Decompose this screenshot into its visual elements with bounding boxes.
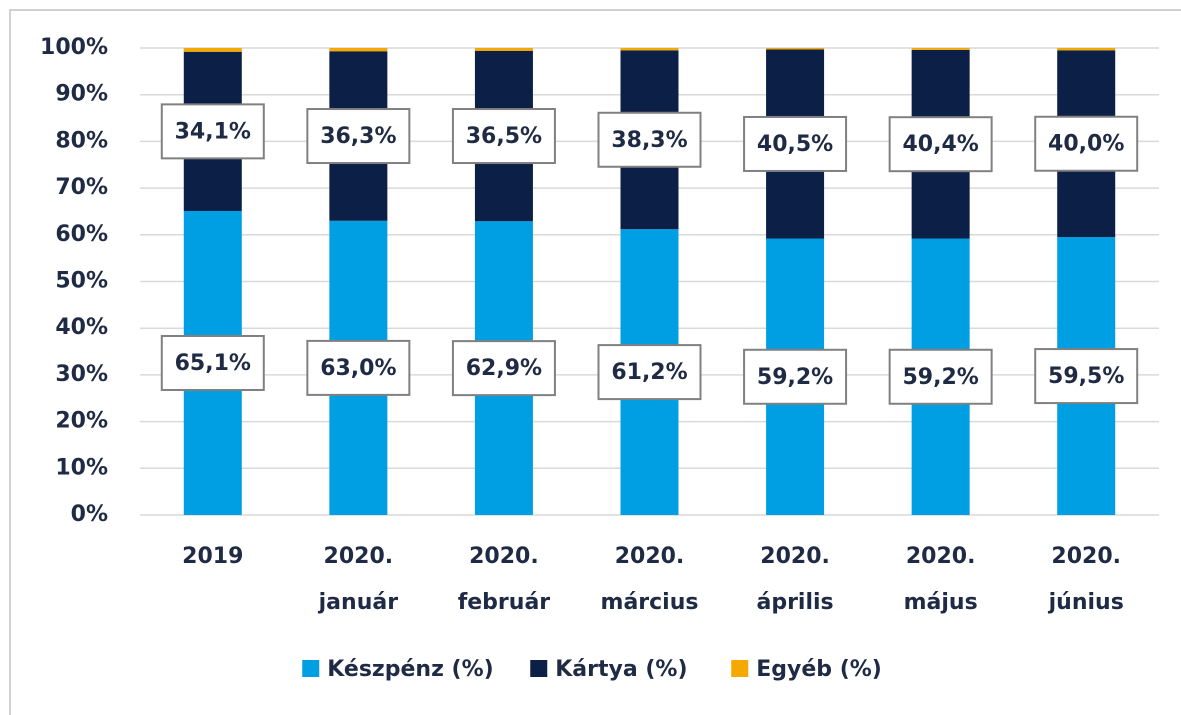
x-tick-label: június [1048, 590, 1124, 615]
bar-segment [766, 48, 825, 50]
data-label-text: 40,0% [1048, 132, 1124, 157]
data-label-text: 40,5% [757, 132, 833, 157]
data-label-text: 34,1% [175, 119, 251, 144]
data-label-text: 63,0% [320, 356, 396, 381]
data-label-box [1034, 348, 1139, 405]
y-tick-label: 70% [55, 175, 108, 200]
data-label-box [888, 116, 993, 173]
data-label-box [597, 344, 702, 401]
y-tick-label: 10% [55, 455, 108, 480]
data-label: 40,0% [1034, 115, 1139, 172]
data-label-box [160, 103, 265, 160]
x-tick-label: 2020. [906, 544, 976, 569]
data-label: 59,2% [888, 348, 993, 405]
data-label-text: 40,4% [902, 132, 978, 157]
bar-segment [183, 48, 242, 52]
data-label-box [597, 111, 702, 168]
data-label: 36,3% [306, 108, 411, 165]
data-label-box [743, 348, 848, 405]
data-label: 34,1% [160, 103, 265, 160]
y-tick-label: 40% [55, 315, 108, 340]
y-tick-label: 30% [55, 362, 108, 387]
x-tick-label: 2020. [760, 544, 830, 569]
bar-segment [620, 48, 679, 51]
data-label: 38,3% [597, 111, 702, 168]
legend-label: Készpénz (%) [327, 657, 493, 682]
data-label: 40,5% [743, 115, 848, 172]
data-label: 61,2% [597, 344, 702, 401]
bar-segment [1057, 48, 1116, 51]
legend-label: Kártya (%) [555, 657, 687, 682]
y-tick-label: 60% [55, 222, 108, 247]
data-label-box [743, 115, 848, 172]
bar-segment [474, 48, 533, 51]
y-tick-label: 50% [55, 269, 108, 294]
data-label-text: 62,9% [466, 356, 542, 381]
legend-swatch [530, 660, 548, 677]
x-tick-label: 2020. [469, 544, 539, 569]
y-tick-label: 0% [71, 502, 108, 527]
y-tick-label: 80% [55, 128, 108, 153]
y-tick-label: 20% [55, 409, 108, 434]
data-label-text: 59,2% [902, 365, 978, 390]
data-label-text: 36,5% [466, 124, 542, 149]
legend-label: Egyéb (%) [756, 657, 882, 682]
legend-swatch [302, 660, 320, 677]
data-label: 59,2% [743, 348, 848, 405]
y-tick-label: 90% [55, 82, 108, 107]
x-tick-label: 2019 [182, 544, 243, 569]
data-label-text: 59,5% [1048, 364, 1124, 389]
x-tick-label: január [318, 590, 399, 615]
bar-segment [329, 48, 388, 52]
data-label: 62,9% [451, 340, 556, 397]
x-tick-label: február [458, 590, 551, 615]
x-tick-label: 2020. [324, 544, 394, 569]
y-tick-label: 100% [40, 35, 108, 60]
data-label-text: 61,2% [611, 360, 687, 385]
frame [9, 9, 1181, 715]
data-label-text: 59,2% [757, 365, 833, 390]
x-tick-label: május [904, 590, 978, 615]
data-label-box [306, 108, 411, 165]
data-label-box [451, 340, 556, 397]
x-tick-label: március [601, 590, 699, 615]
data-label-box [1034, 115, 1139, 172]
x-tick-label: 2020. [615, 544, 685, 569]
data-label-box [160, 334, 265, 391]
bar-segment [911, 48, 970, 50]
data-label-box [451, 108, 556, 165]
data-label-text: 36,3% [320, 124, 396, 149]
data-label: 65,1% [160, 334, 265, 391]
data-label-box [888, 348, 993, 405]
data-label: 40,4% [888, 116, 993, 173]
data-label: 63,0% [306, 339, 411, 396]
data-label: 36,5% [451, 108, 556, 165]
x-tick-label: április [756, 590, 833, 615]
legend-swatch [731, 660, 749, 677]
x-tick-label: 2020. [1051, 544, 1121, 569]
data-label-text: 65,1% [175, 351, 251, 376]
data-label-text: 38,3% [611, 128, 687, 153]
data-label: 59,5% [1034, 348, 1139, 405]
data-label-box [306, 339, 411, 396]
